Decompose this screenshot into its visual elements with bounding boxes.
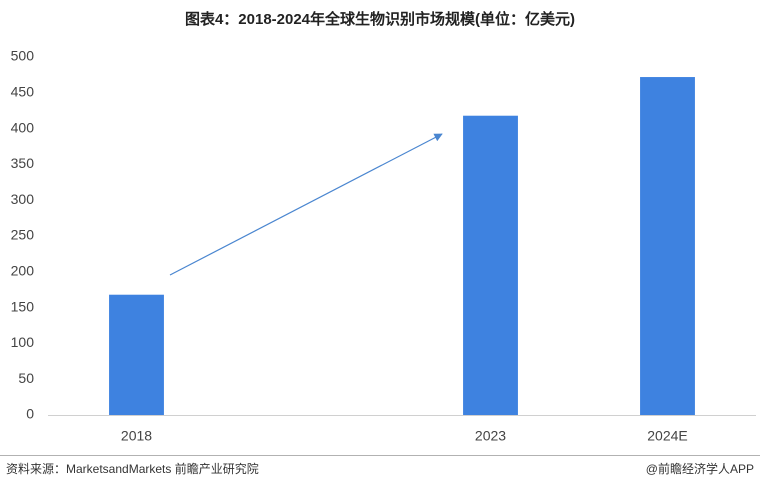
bar [640,77,695,415]
y-tick-label: 0 [26,406,34,422]
y-tick-label: 250 [11,227,35,243]
y-tick-label: 350 [11,155,35,171]
y-tick-label: 400 [11,119,35,135]
y-tick-label: 150 [11,298,35,314]
bar [109,294,164,415]
y-tick-label: 200 [11,263,35,279]
x-tick-label: 2023 [475,428,506,444]
y-tick-label: 300 [11,191,35,207]
y-tick-label: 50 [18,370,34,386]
x-tick-label: 2018 [121,428,152,444]
y-tick-label: 500 [11,48,35,64]
trend-arrow [169,133,443,276]
bar [463,115,518,415]
credit: @前瞻经济学人APP [646,461,754,476]
chart-title: 图表4：2018-2024年全球生物识别市场规模(单位：亿美元) [185,10,575,28]
y-tick-label: 450 [11,84,35,100]
x-tick-label: 2024E [647,428,687,444]
y-tick-label: 100 [11,334,35,350]
source-note: 资料来源：MarketsandMarkets 前瞻产业研究院 [6,461,259,476]
